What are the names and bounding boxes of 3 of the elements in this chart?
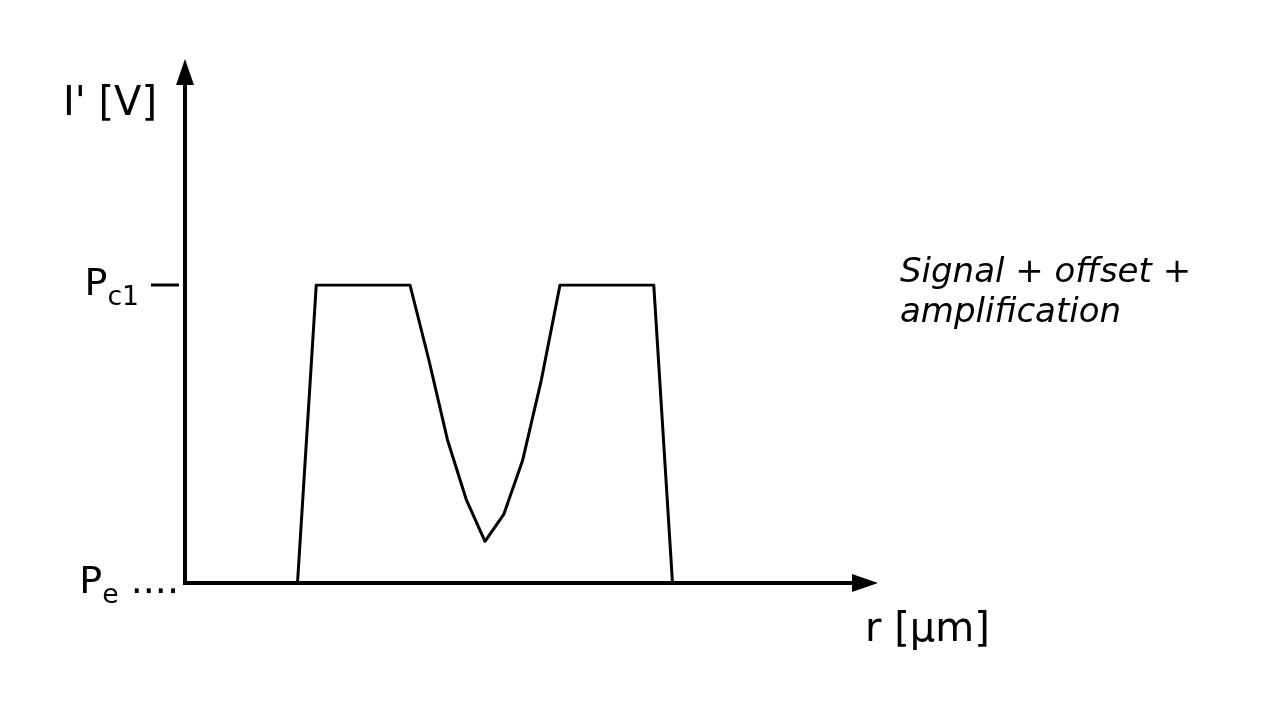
x-axis-title: r [μm] xyxy=(865,604,990,651)
text: Signal + offset + amplification xyxy=(900,250,1193,330)
y-axis-title: I' [V] xyxy=(62,78,158,125)
